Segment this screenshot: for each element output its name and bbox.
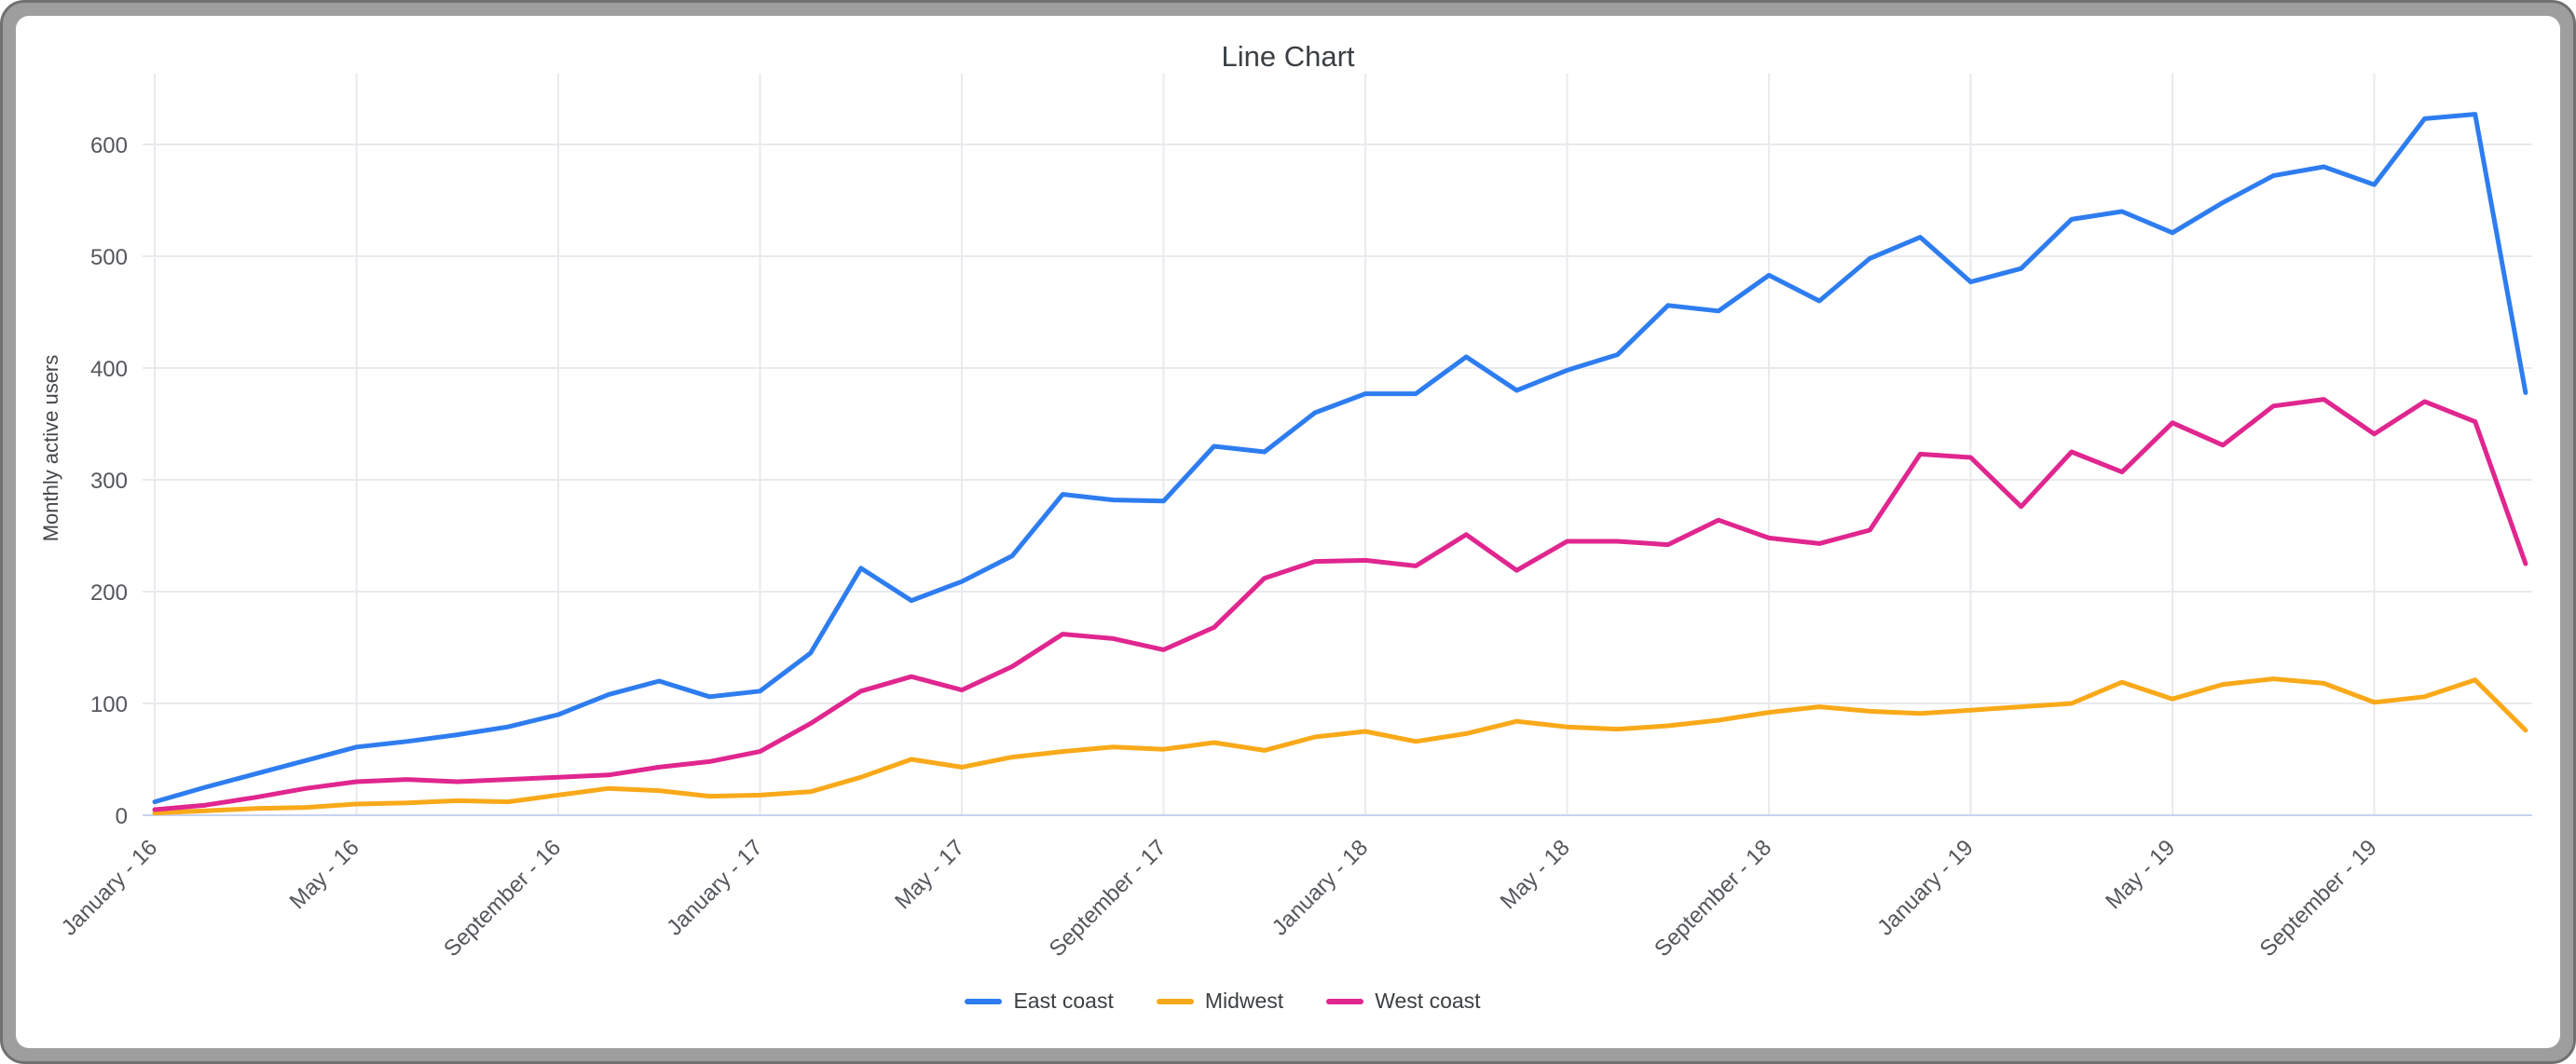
x-tick-label: January - 16 xyxy=(57,835,162,940)
x-tick-label: May - 17 xyxy=(890,835,969,914)
legend-item-label: Midwest xyxy=(1204,989,1284,1013)
y-tick-label: 0 xyxy=(116,804,128,829)
legend-item-east-coast: East coast xyxy=(965,989,1114,1014)
chart-title: Line Chart xyxy=(1221,40,1355,73)
line-chart-plot: 0 100 200 300 400 500 600 January - 16 May - 16 S… xyxy=(57,74,2532,962)
legend-item-midwest: Midwest xyxy=(1156,989,1284,1014)
x-tick-label: May - 16 xyxy=(285,835,364,914)
legend-item-west-coast: West coast xyxy=(1326,989,1481,1014)
y-tick-label: 300 xyxy=(90,469,128,494)
legend-line-swatch-icon xyxy=(965,998,1003,1004)
x-tick-label: May - 18 xyxy=(1496,835,1575,914)
x-tick-label: January - 17 xyxy=(662,835,767,940)
series-line-west-coast xyxy=(152,397,2528,812)
y-tick-label: 500 xyxy=(90,245,128,270)
x-tick-label: September - 17 xyxy=(1045,835,1172,962)
chart-legend: East coast Midwest West coast xyxy=(16,989,2430,1014)
x-tick-label: September - 18 xyxy=(1650,835,1776,962)
x-tick-label: January - 18 xyxy=(1267,835,1373,940)
series-line-midwest xyxy=(152,676,2528,816)
y-tick-label: 400 xyxy=(90,357,128,382)
x-tick-label: May - 19 xyxy=(2101,835,2180,914)
y-tick-label: 600 xyxy=(90,133,128,158)
x-tick-label: September - 19 xyxy=(2255,835,2382,962)
legend-item-label: East coast xyxy=(1013,989,1114,1013)
x-tick-label: January - 19 xyxy=(1872,835,1978,940)
legend-line-swatch-icon xyxy=(1156,998,1194,1004)
x-tick-label: September - 16 xyxy=(439,835,566,962)
legend-item-label: West coast xyxy=(1375,989,1481,1013)
legend-line-swatch-icon xyxy=(1326,998,1364,1004)
series-line-east-coast xyxy=(152,112,2528,805)
y-tick-label: 200 xyxy=(90,580,128,606)
y-tick-label: 100 xyxy=(90,692,128,717)
chart-card: Line Chart Monthly active users 0 100 200 3… xyxy=(16,16,2560,1048)
